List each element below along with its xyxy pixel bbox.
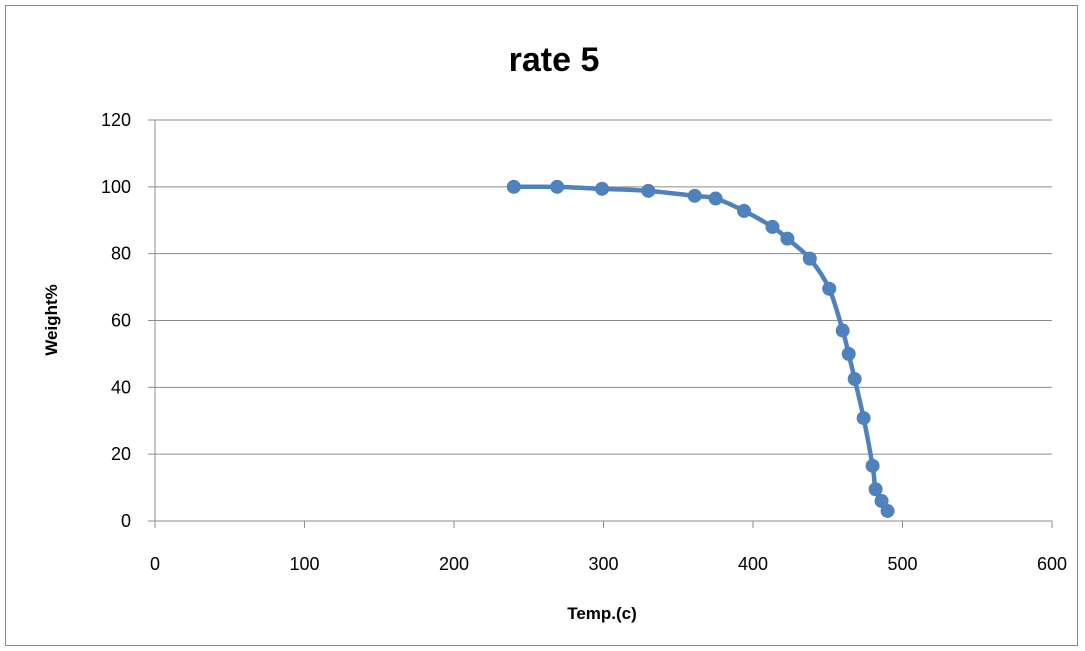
- y-tick-label: 40: [111, 377, 131, 397]
- data-point: [595, 181, 610, 196]
- data-point: [835, 323, 850, 338]
- data-point: [506, 179, 521, 194]
- x-tick-label: 0: [150, 554, 160, 574]
- data-point: [737, 203, 752, 218]
- grid-layer: [155, 119, 1052, 455]
- data-point: [765, 219, 780, 234]
- data-point: [841, 346, 856, 361]
- data-point: [880, 503, 895, 518]
- y-tick-label: 80: [111, 244, 131, 264]
- data-point: [641, 183, 656, 198]
- y-tick-label: 120: [101, 110, 131, 130]
- y-tick-label: 100: [101, 177, 131, 197]
- x-axis-label: Temp.(c): [567, 604, 637, 623]
- data-point: [802, 251, 817, 266]
- data-point: [856, 411, 871, 426]
- y-tick-label: 0: [121, 511, 131, 531]
- y-tick-label: 20: [111, 444, 131, 464]
- chart-frame: [5, 5, 1078, 646]
- data-point: [865, 458, 880, 473]
- x-tick-label: 600: [1037, 554, 1067, 574]
- tick-label-layer: 0 20 40 60 80 100 120 0 100 200 300 400 500 600: [101, 110, 1067, 574]
- x-tick-label: 300: [588, 554, 618, 574]
- series-layer: [506, 179, 895, 518]
- data-point: [687, 188, 702, 203]
- data-point: [868, 482, 883, 497]
- data-point: [822, 281, 837, 296]
- data-point: [847, 371, 862, 386]
- chart-title: rate 5: [508, 41, 600, 79]
- data-point: [780, 231, 795, 246]
- y-tick-label: 60: [111, 311, 131, 331]
- data-point: [550, 179, 565, 194]
- axis-layer: [148, 119, 1053, 528]
- x-tick-label: 500: [887, 554, 917, 574]
- series-line: [511, 184, 890, 514]
- x-tick-label: 400: [738, 554, 768, 574]
- x-tick-label: 100: [289, 554, 319, 574]
- x-tick-label: 200: [439, 554, 469, 574]
- data-point: [708, 191, 723, 206]
